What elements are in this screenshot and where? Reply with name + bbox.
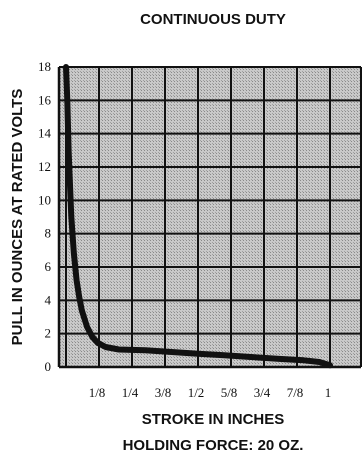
- x-tick-label: 3/4: [254, 385, 271, 400]
- y-tick-label: 2: [45, 326, 52, 341]
- y-tick-label: 18: [38, 59, 51, 74]
- y-tick-label: 10: [38, 192, 51, 207]
- series-line: [63, 64, 333, 369]
- holding-force-note: HOLDING FORCE: 20 OZ.: [123, 437, 304, 454]
- y-tick-label: 12: [38, 159, 51, 174]
- x-tick-label: 1: [325, 385, 332, 400]
- y-axis-label: PULL IN OUNCES AT RATED VOLTS: [9, 89, 26, 346]
- chart-title: CONTINUOUS DUTY: [140, 11, 286, 28]
- y-tick-label: 0: [45, 359, 52, 374]
- x-tick-label: 7/8: [287, 385, 304, 400]
- grid: [57, 66, 362, 369]
- x-tick-label: 5/8: [221, 385, 238, 400]
- y-tick-labels: 0 2 4 6 8 10 12 14 16 18: [38, 59, 52, 374]
- x-tick-labels: 1/8 1/4 3/8 1/2 5/8 3/4 7/8 1: [89, 385, 332, 400]
- y-tick-label: 16: [38, 92, 52, 107]
- x-tick-label: 1/8: [89, 385, 106, 400]
- y-tick-label: 6: [45, 259, 52, 274]
- y-tick-label: 14: [38, 126, 52, 141]
- x-tick-label: 1/4: [122, 385, 139, 400]
- x-axis-label: STROKE IN INCHES: [142, 411, 285, 428]
- plot-area: [59, 67, 361, 367]
- y-tick-label: 8: [45, 226, 52, 241]
- x-tick-label: 3/8: [155, 385, 172, 400]
- x-tick-label: 1/2: [188, 385, 205, 400]
- y-tick-label: 4: [45, 292, 52, 307]
